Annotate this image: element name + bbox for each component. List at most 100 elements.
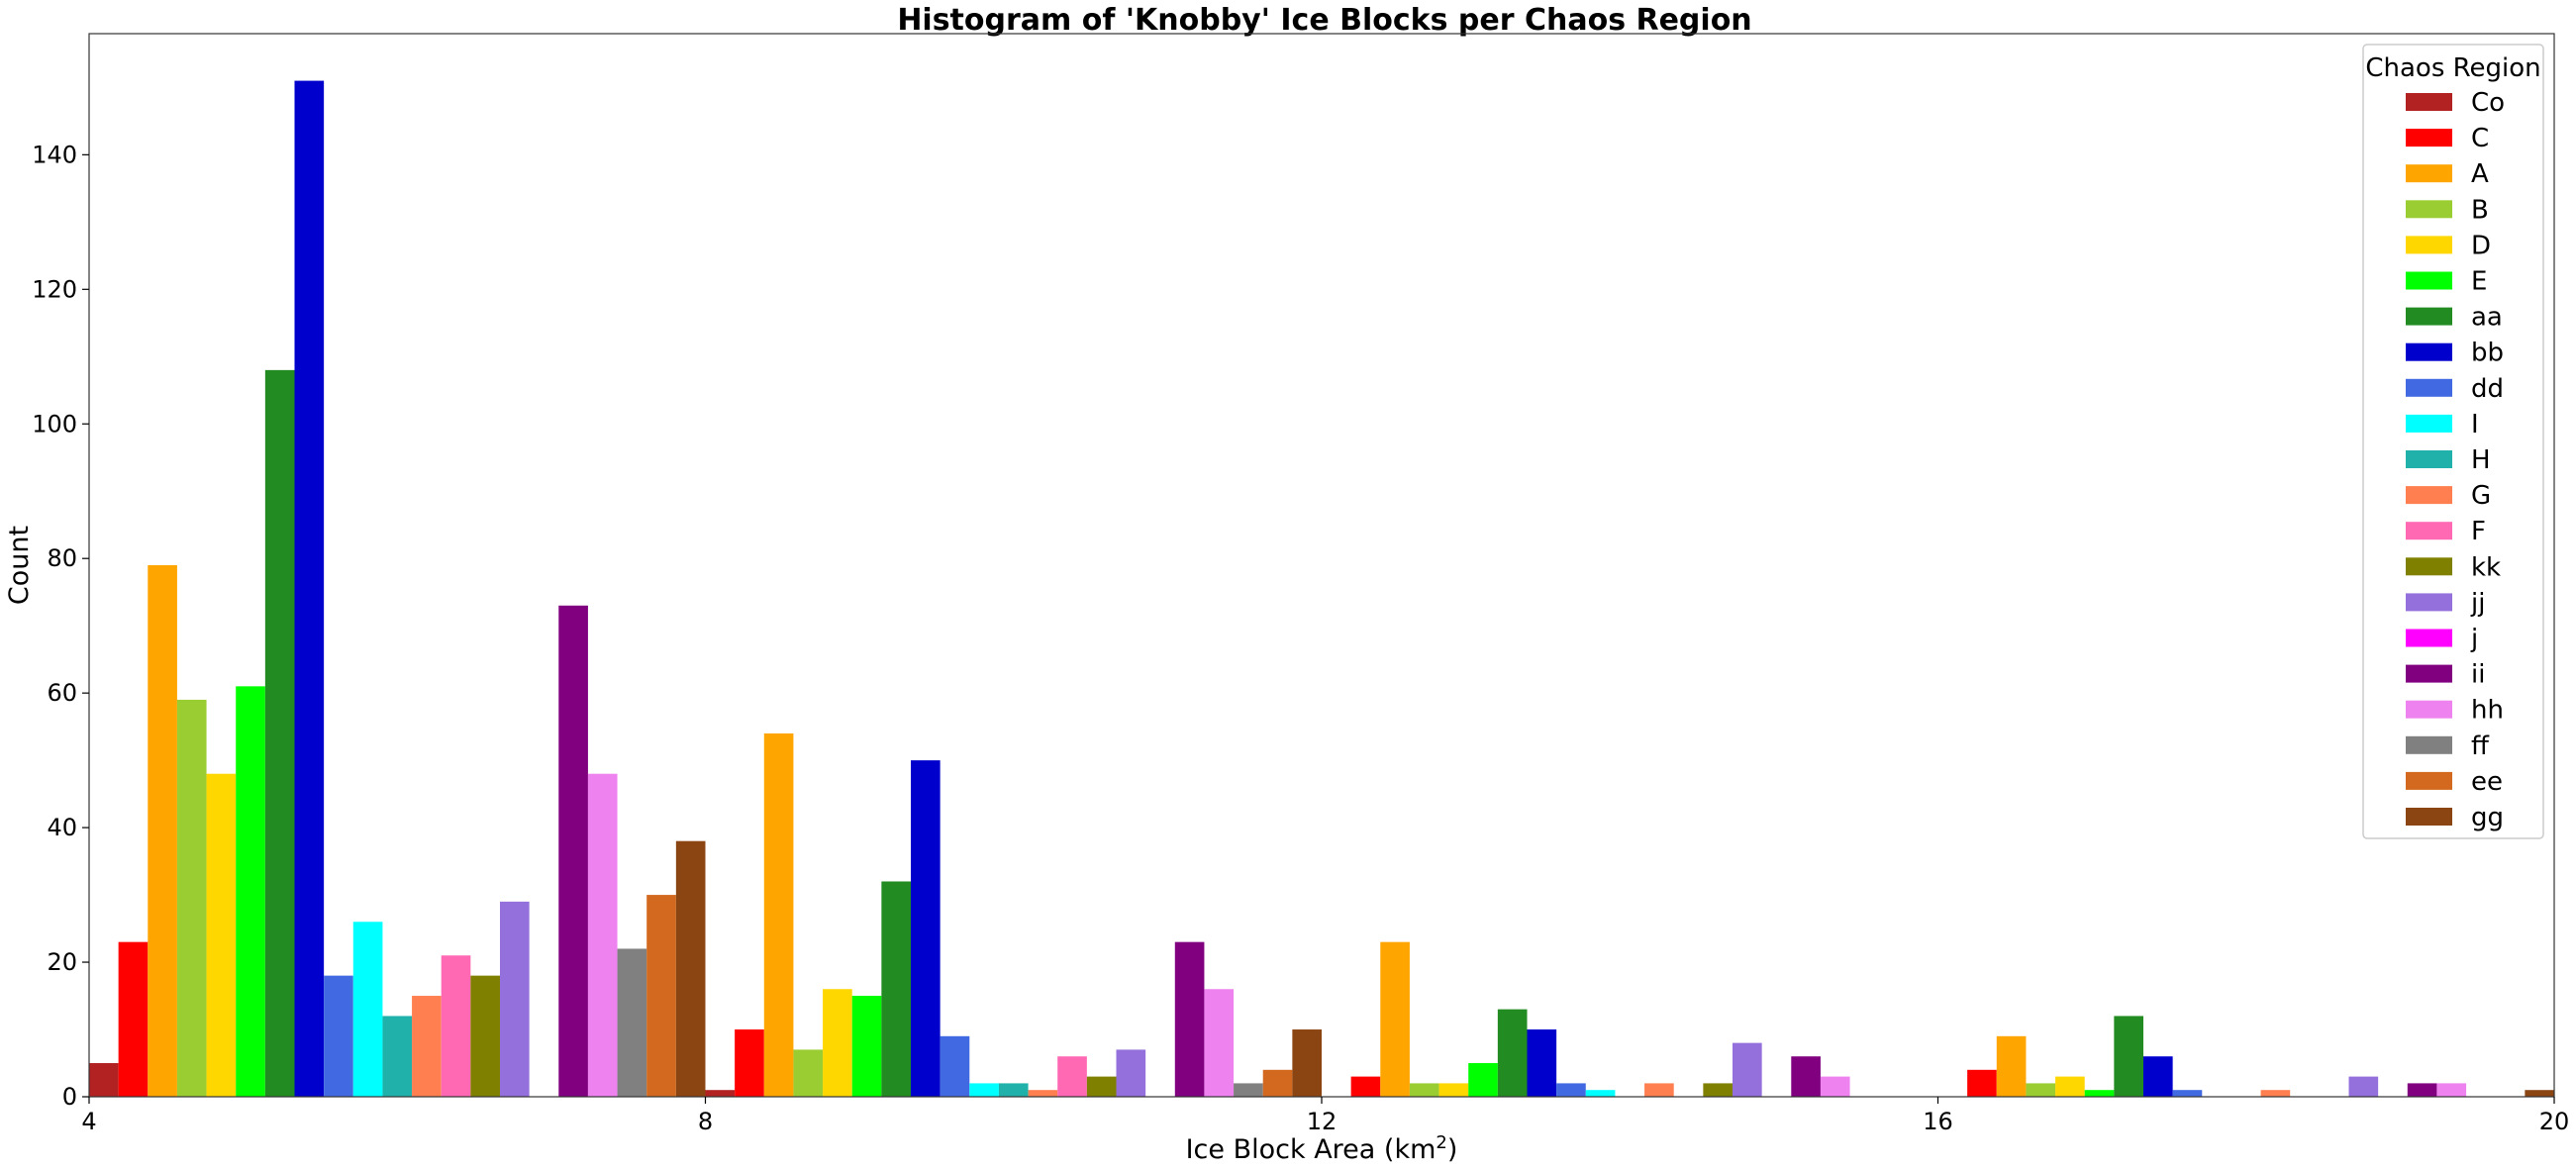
legend-swatch-Co [2406,93,2452,111]
x-tick-label: 4 [81,1108,96,1135]
bar-B-bin-2 [1409,1083,1439,1097]
y-tick-label: 100 [32,410,77,438]
x-axis-ticks: 4 8 12 16 20 [81,1097,2569,1135]
bar-jj-bin-2 [1733,1042,1762,1097]
legend-swatch-dd [2406,378,2452,397]
legend-label-bb: bb [2471,339,2504,368]
bar-F-bin-1 [1057,1056,1087,1097]
bar-A-bin-2 [1380,941,1410,1097]
y-tick-label: 60 [47,679,77,707]
legend-label-gg: gg [2471,803,2504,832]
bar-gg-bin-1 [1292,1029,1322,1097]
legend-label-jj: jj [2470,588,2485,618]
bar-A-bin-0 [148,565,177,1097]
y-tick-label: 120 [32,275,77,303]
bar-hh-bin-0 [587,773,618,1097]
legend-label-E: E [2471,267,2487,297]
bar-aa-bin-3 [2114,1016,2143,1097]
legend-swatch-ee [2406,771,2452,790]
legend-label-hh: hh [2471,696,2504,726]
bar-B-bin-1 [793,1049,824,1097]
bar-bb-bin-2 [1527,1029,1557,1097]
bar-ii-bin-0 [558,605,588,1097]
x-axis-label: Ice Block Area (km2) [1186,1132,1458,1165]
bar-G-bin-1 [1028,1090,1058,1097]
bar-gg-bin-0 [675,840,706,1097]
legend-label-B: B [2471,195,2489,225]
legend-swatch-C [2406,129,2452,147]
legend-swatch-ff [2406,735,2452,754]
legend-swatch-F [2406,522,2452,540]
bar-aa-bin-0 [264,369,295,1097]
legend-label-kk: kk [2471,552,2501,582]
bar-aa-bin-1 [881,881,911,1097]
y-tick-label: 20 [47,948,77,976]
legend-label-j: j [2470,625,2478,654]
bar-G-bin-0 [412,996,442,1097]
bar-B-bin-0 [176,699,207,1097]
bar-hh-bin-3 [2436,1083,2467,1097]
bar-Co-bin-0 [89,1063,119,1097]
legend-swatch-hh [2406,700,2452,719]
legend-swatch-kk [2406,557,2452,576]
bar-dd-bin-1 [940,1035,970,1097]
bar-D-bin-0 [206,773,237,1097]
bar-dd-bin-2 [1556,1083,1586,1097]
y-tick-label: 40 [47,814,77,841]
legend-swatch-j [2406,629,2452,647]
legend-swatch-B [2406,200,2452,219]
legend-swatch-G [2406,486,2452,505]
bar-bb-bin-0 [294,80,325,1098]
legend-label-Co: Co [2471,88,2505,118]
bar-E-bin-3 [2084,1090,2115,1097]
legend-label-F: F [2471,517,2486,546]
bar-A-bin-1 [763,732,794,1097]
legend: Chaos Region CoCABDEaabbddIHGFkkjjjiihhf… [2362,44,2544,839]
bar-jj-bin-1 [1116,1049,1146,1097]
legend-label-I: I [2471,410,2479,439]
bar-C-bin-3 [1967,1069,1997,1097]
legend-frame [2362,44,2544,839]
bar-ii-bin-3 [2407,1083,2437,1097]
bar-jj-bin-0 [500,901,530,1097]
legend-label-aa: aa [2471,303,2503,333]
bar-D-bin-1 [823,989,852,1097]
bar-ff-bin-0 [617,948,647,1097]
bars-group [89,80,2554,1098]
bar-bb-bin-3 [2143,1056,2173,1097]
legend-swatch-ii [2406,664,2452,683]
bar-kk-bin-0 [470,975,500,1097]
y-tick-label: 80 [47,544,77,572]
bar-I-bin-2 [1585,1090,1616,1097]
legend-swatch-H [2406,450,2452,468]
bar-ii-bin-1 [1174,941,1205,1097]
legend-swatch-I [2406,414,2452,433]
bar-aa-bin-2 [1497,1009,1528,1097]
bar-dd-bin-0 [324,975,353,1097]
chart-title: Histogram of 'Knobby' Ice Blocks per Cha… [897,3,1751,38]
bar-Co-bin-1 [705,1090,736,1097]
bar-G-bin-3 [2260,1090,2291,1097]
bar-C-bin-1 [735,1029,764,1097]
bar-H-bin-0 [382,1016,413,1097]
legend-swatch-aa [2406,307,2452,326]
bar-E-bin-2 [1468,1063,1498,1097]
bar-hh-bin-2 [1820,1076,1850,1097]
legend-swatch-jj [2406,593,2452,612]
bar-A-bin-3 [1996,1035,2027,1097]
legend-label-A: A [2471,159,2489,189]
bar-E-bin-1 [851,996,882,1097]
legend-swatch-E [2406,271,2452,290]
y-tick-label: 140 [32,141,77,168]
x-tick-label: 8 [698,1108,713,1135]
legend-swatch-bb [2406,342,2452,361]
bar-ii-bin-2 [1791,1056,1821,1097]
bar-ee-bin-0 [646,895,676,1097]
legend-swatch-A [2406,164,2452,183]
bar-I-bin-1 [969,1083,999,1097]
bar-F-bin-0 [441,955,471,1097]
bar-D-bin-2 [1438,1083,1469,1097]
legend-label-ee: ee [2471,767,2503,797]
